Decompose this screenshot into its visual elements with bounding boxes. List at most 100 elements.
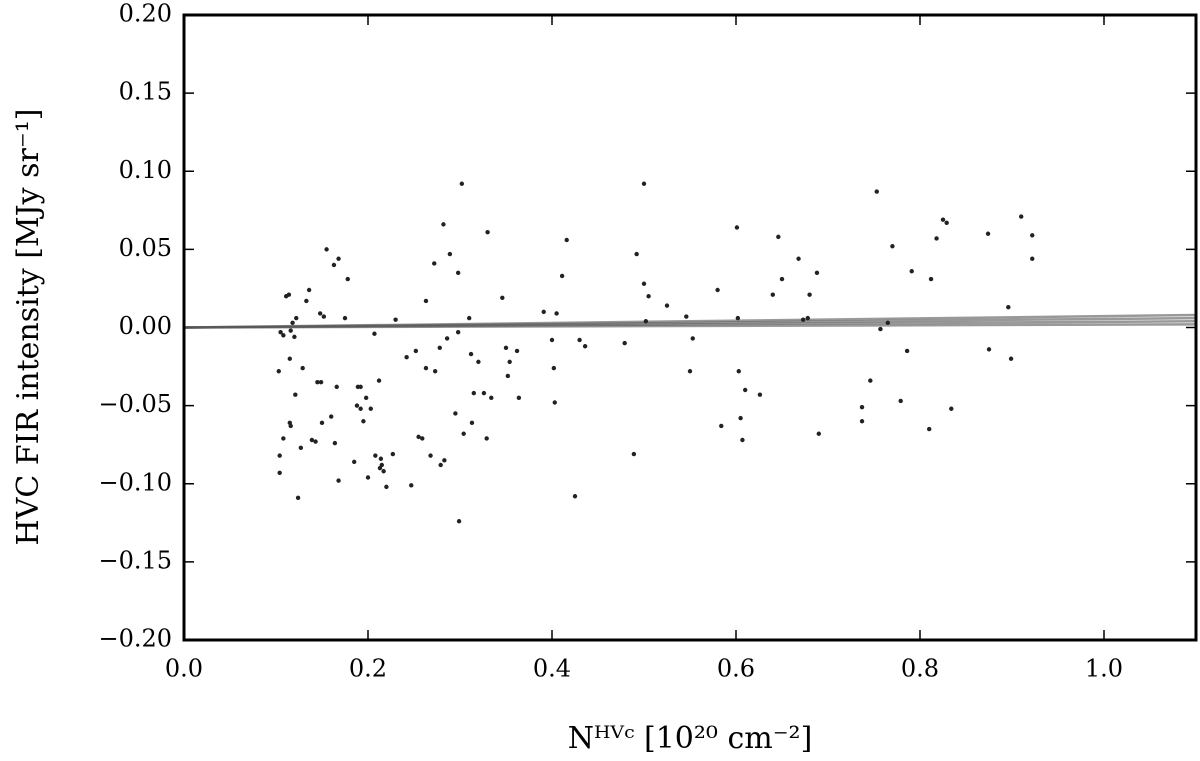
point: [736, 369, 741, 374]
point: [281, 436, 286, 441]
point: [372, 331, 377, 336]
point: [358, 384, 363, 390]
point: [928, 276, 934, 282]
point: [428, 453, 433, 458]
point: [740, 437, 745, 443]
point: [476, 359, 481, 365]
point: [471, 390, 476, 396]
point: [306, 287, 312, 293]
point: [890, 244, 895, 249]
point: [294, 315, 299, 321]
point: [582, 344, 588, 349]
point: [390, 451, 396, 457]
point: [292, 334, 297, 340]
point: [381, 469, 386, 474]
point: [283, 294, 289, 299]
point: [738, 415, 743, 421]
point: [393, 317, 398, 322]
point: [934, 236, 939, 241]
point: [776, 234, 781, 240]
point: [643, 319, 649, 324]
point: [735, 315, 741, 321]
point: [358, 406, 363, 411]
point: [552, 400, 557, 405]
y-tick-label: −0.20: [98, 625, 172, 653]
point: [281, 333, 286, 338]
point: [507, 359, 512, 365]
point: [384, 484, 389, 490]
point: [319, 420, 325, 426]
point: [423, 365, 429, 371]
point: [800, 317, 806, 322]
point: [304, 298, 309, 304]
point: [315, 379, 320, 385]
point: [313, 439, 318, 444]
point: [354, 403, 360, 408]
x-tick-label: 0.2: [349, 655, 387, 683]
point: [859, 404, 865, 410]
point: [909, 269, 914, 274]
point: [324, 247, 329, 252]
point: [432, 369, 438, 374]
point: [885, 320, 890, 326]
point: [461, 431, 466, 436]
y-tick-label: −0.15: [98, 546, 172, 574]
point: [442, 458, 447, 463]
point: [336, 478, 341, 483]
point: [481, 390, 487, 396]
point: [505, 373, 511, 379]
y-tick-label: 0.05: [119, 234, 172, 262]
point: [816, 431, 821, 436]
point: [622, 340, 627, 346]
point: [342, 315, 348, 321]
point: [646, 294, 651, 299]
point: [438, 462, 443, 468]
point: [276, 369, 281, 374]
point: [468, 351, 474, 357]
point: [378, 456, 384, 461]
fit-line: [183, 313, 1197, 329]
point: [365, 475, 371, 480]
point: [321, 314, 327, 319]
point: [551, 365, 557, 371]
point: [874, 189, 879, 194]
point: [290, 320, 295, 326]
point: [814, 270, 820, 276]
y-tick-label: −0.10: [98, 468, 172, 496]
point: [1006, 304, 1011, 310]
point: [572, 494, 578, 499]
point: [489, 395, 494, 401]
y-axis-label: HVC FIR intensity [MJy sr⁻¹]: [11, 109, 46, 546]
point: [719, 423, 724, 429]
point: [1019, 214, 1024, 219]
point: [332, 440, 338, 446]
point: [432, 261, 437, 266]
point: [409, 483, 414, 488]
point: [295, 495, 301, 501]
point: [368, 406, 373, 411]
point: [467, 315, 472, 321]
point: [1008, 356, 1014, 361]
point: [469, 420, 475, 426]
point: [805, 315, 810, 321]
point: [985, 231, 991, 236]
point: [416, 434, 421, 440]
point: [444, 336, 450, 341]
x-tick-label: 1.0: [1085, 655, 1123, 683]
point: [770, 292, 775, 297]
x-tick-label: 0.0: [165, 655, 203, 683]
point: [541, 309, 546, 315]
point: [868, 378, 873, 383]
point: [459, 181, 465, 186]
point: [437, 345, 442, 351]
point: [1030, 256, 1035, 261]
point: [456, 519, 462, 524]
point: [684, 314, 689, 319]
y-tick-label: 0.10: [119, 156, 172, 184]
point: [554, 311, 559, 316]
y-tick-label: 0.15: [119, 78, 172, 106]
point: [503, 345, 509, 351]
point: [336, 256, 341, 261]
